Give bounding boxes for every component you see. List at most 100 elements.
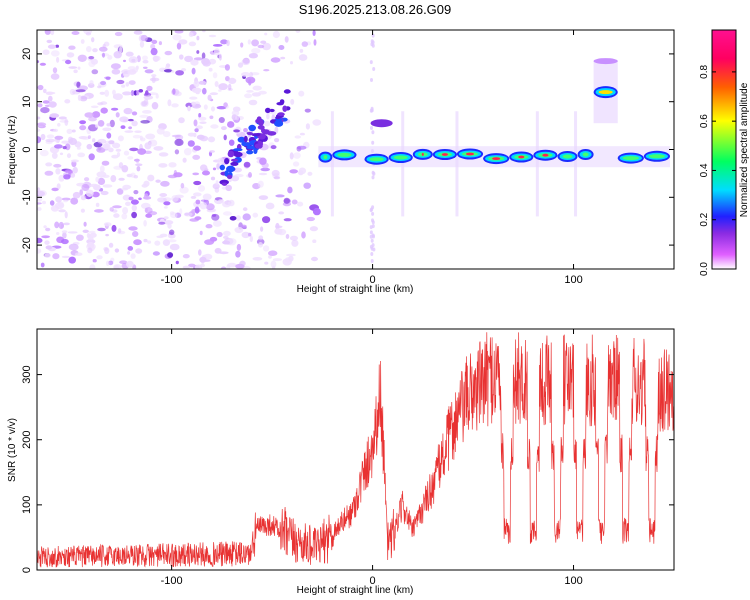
- noise-blob: [236, 243, 242, 251]
- colorbar-gradient: [711, 29, 737, 270]
- noise-blob: [124, 130, 134, 133]
- noise-blob: [114, 31, 123, 37]
- noise-blob: [163, 69, 173, 73]
- noise-blob: [169, 243, 180, 251]
- noise-blob: [202, 60, 211, 67]
- noise-blob: [77, 94, 82, 101]
- noise-blob: [191, 87, 202, 94]
- noise-blob: [260, 167, 271, 172]
- noise-blob: [55, 168, 61, 175]
- noise-blob: [132, 134, 142, 139]
- noise-blob: [131, 204, 137, 212]
- noise-blob: [218, 199, 224, 203]
- noise-blob: [95, 202, 100, 207]
- noise-blob: [49, 200, 55, 206]
- rising-track-blob: [254, 143, 263, 149]
- noise-blob: [133, 190, 139, 195]
- noise-blob: [198, 80, 207, 85]
- noise-blob: [216, 231, 223, 238]
- noise-blob: [371, 33, 375, 38]
- noise-blob: [211, 214, 217, 217]
- noise-blob: [173, 172, 183, 178]
- noise-blob: [272, 258, 282, 262]
- noise-blob: [94, 209, 104, 213]
- noise-blob: [56, 56, 60, 63]
- noise-blob: [264, 32, 268, 36]
- noise-blob: [37, 84, 44, 91]
- noise-blob: [51, 187, 59, 192]
- noise-blob: [198, 249, 202, 256]
- noise-blob: [61, 230, 68, 234]
- noise-blob: [209, 92, 219, 96]
- noise-blob: [113, 93, 123, 101]
- noise-blob: [167, 239, 177, 243]
- noise-blob: [139, 135, 143, 141]
- noise-blob: [241, 231, 251, 239]
- noise-blob: [228, 199, 235, 207]
- noise-blob: [232, 106, 241, 112]
- noise-blob: [106, 123, 111, 127]
- spectrogram-y-tick-label: -10: [21, 189, 33, 205]
- noise-blob: [205, 224, 213, 229]
- noise-blob: [257, 44, 265, 49]
- noise-blob: [115, 112, 120, 118]
- noise-blob: [212, 167, 217, 171]
- noise-blob: [61, 197, 71, 201]
- noise-blob: [297, 201, 304, 207]
- noise-blob: [126, 260, 134, 268]
- rising-track-blob: [248, 124, 256, 132]
- noise-blob: [227, 121, 235, 128]
- carrier-segment-peak: [582, 152, 589, 157]
- noise-blob: [128, 126, 133, 130]
- noise-blob: [110, 63, 121, 70]
- rising-track-blob: [253, 148, 258, 154]
- noise-blob: [37, 128, 41, 132]
- noise-blob: [278, 45, 285, 50]
- noise-blob: [193, 145, 202, 151]
- noise-blob: [37, 207, 42, 211]
- noise-blob: [111, 68, 121, 75]
- noise-blob: [45, 138, 56, 143]
- noise-blob: [295, 30, 301, 33]
- noise-blob: [158, 221, 166, 225]
- noise-blob: [146, 85, 153, 92]
- noise-blob: [262, 245, 270, 252]
- noise-blob: [134, 158, 140, 162]
- noise-blob: [111, 224, 117, 232]
- noise-blob: [42, 49, 50, 55]
- noise-blob: [54, 144, 63, 149]
- noise-blob: [100, 190, 109, 196]
- noise-blob: [298, 167, 307, 175]
- noise-blob: [171, 70, 175, 73]
- rising-track-blob: [265, 107, 271, 114]
- noise-blob: [42, 200, 46, 205]
- noise-blob: [56, 232, 60, 235]
- noise-blob: [122, 184, 132, 190]
- carrier-segment-peak: [393, 155, 408, 160]
- noise-blob: [127, 156, 134, 160]
- noise-blob: [50, 30, 55, 36]
- rising-track-blob: [247, 132, 254, 136]
- carrier-segment-peak: [562, 154, 573, 159]
- noise-blob: [148, 139, 158, 147]
- noise-blob: [163, 220, 174, 225]
- noise-blob: [252, 85, 262, 91]
- snr-frame: [36, 328, 675, 571]
- noise-blob: [223, 102, 228, 108]
- noise-blob: [304, 108, 311, 113]
- noise-blob: [68, 45, 76, 50]
- noise-blob: [210, 176, 216, 181]
- noise-blob: [194, 128, 199, 133]
- noise-blob: [369, 225, 373, 230]
- noise-blob: [196, 50, 200, 54]
- noise-blob: [182, 157, 187, 163]
- noise-blob: [117, 228, 122, 234]
- noise-blob: [213, 220, 222, 227]
- noise-blob: [290, 235, 298, 241]
- noise-blob: [159, 193, 168, 197]
- noise-blob: [372, 67, 376, 71]
- noise-blob: [37, 190, 47, 197]
- noise-blob: [218, 83, 228, 91]
- noise-blob: [196, 35, 200, 41]
- noise-blob: [171, 195, 179, 202]
